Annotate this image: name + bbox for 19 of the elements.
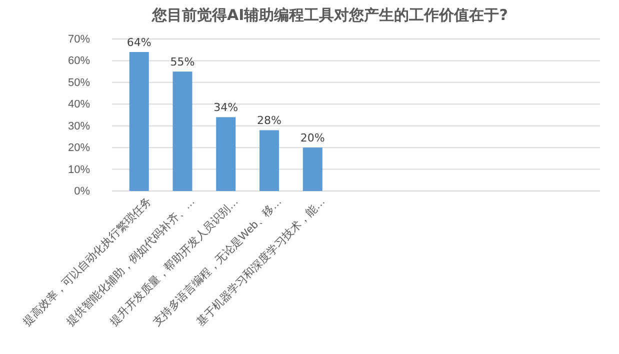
y-tick-label: 20% — [68, 142, 90, 154]
y-tick-label: 10% — [68, 164, 90, 176]
data-label: 20% — [300, 132, 325, 145]
data-label: 64% — [126, 36, 152, 50]
y-tick-label: 30% — [68, 120, 90, 132]
y-tick-label: 70% — [68, 34, 90, 46]
chart-title: 您目前觉得AI辅助编程工具对您产生的工作价值在于? — [151, 6, 508, 24]
y-tick-label: 0% — [74, 186, 90, 198]
data-label: 28% — [257, 114, 282, 128]
bar — [259, 130, 280, 191]
bar — [216, 117, 236, 191]
data-label: 34% — [214, 101, 238, 114]
bar — [302, 148, 322, 191]
y-tick-label: 40% — [68, 98, 90, 111]
y-tick-label: 50% — [68, 76, 90, 89]
bar — [129, 52, 149, 191]
y-tick-label: 60% — [68, 55, 90, 68]
bar — [172, 72, 192, 191]
data-label: 55% — [170, 56, 195, 69]
